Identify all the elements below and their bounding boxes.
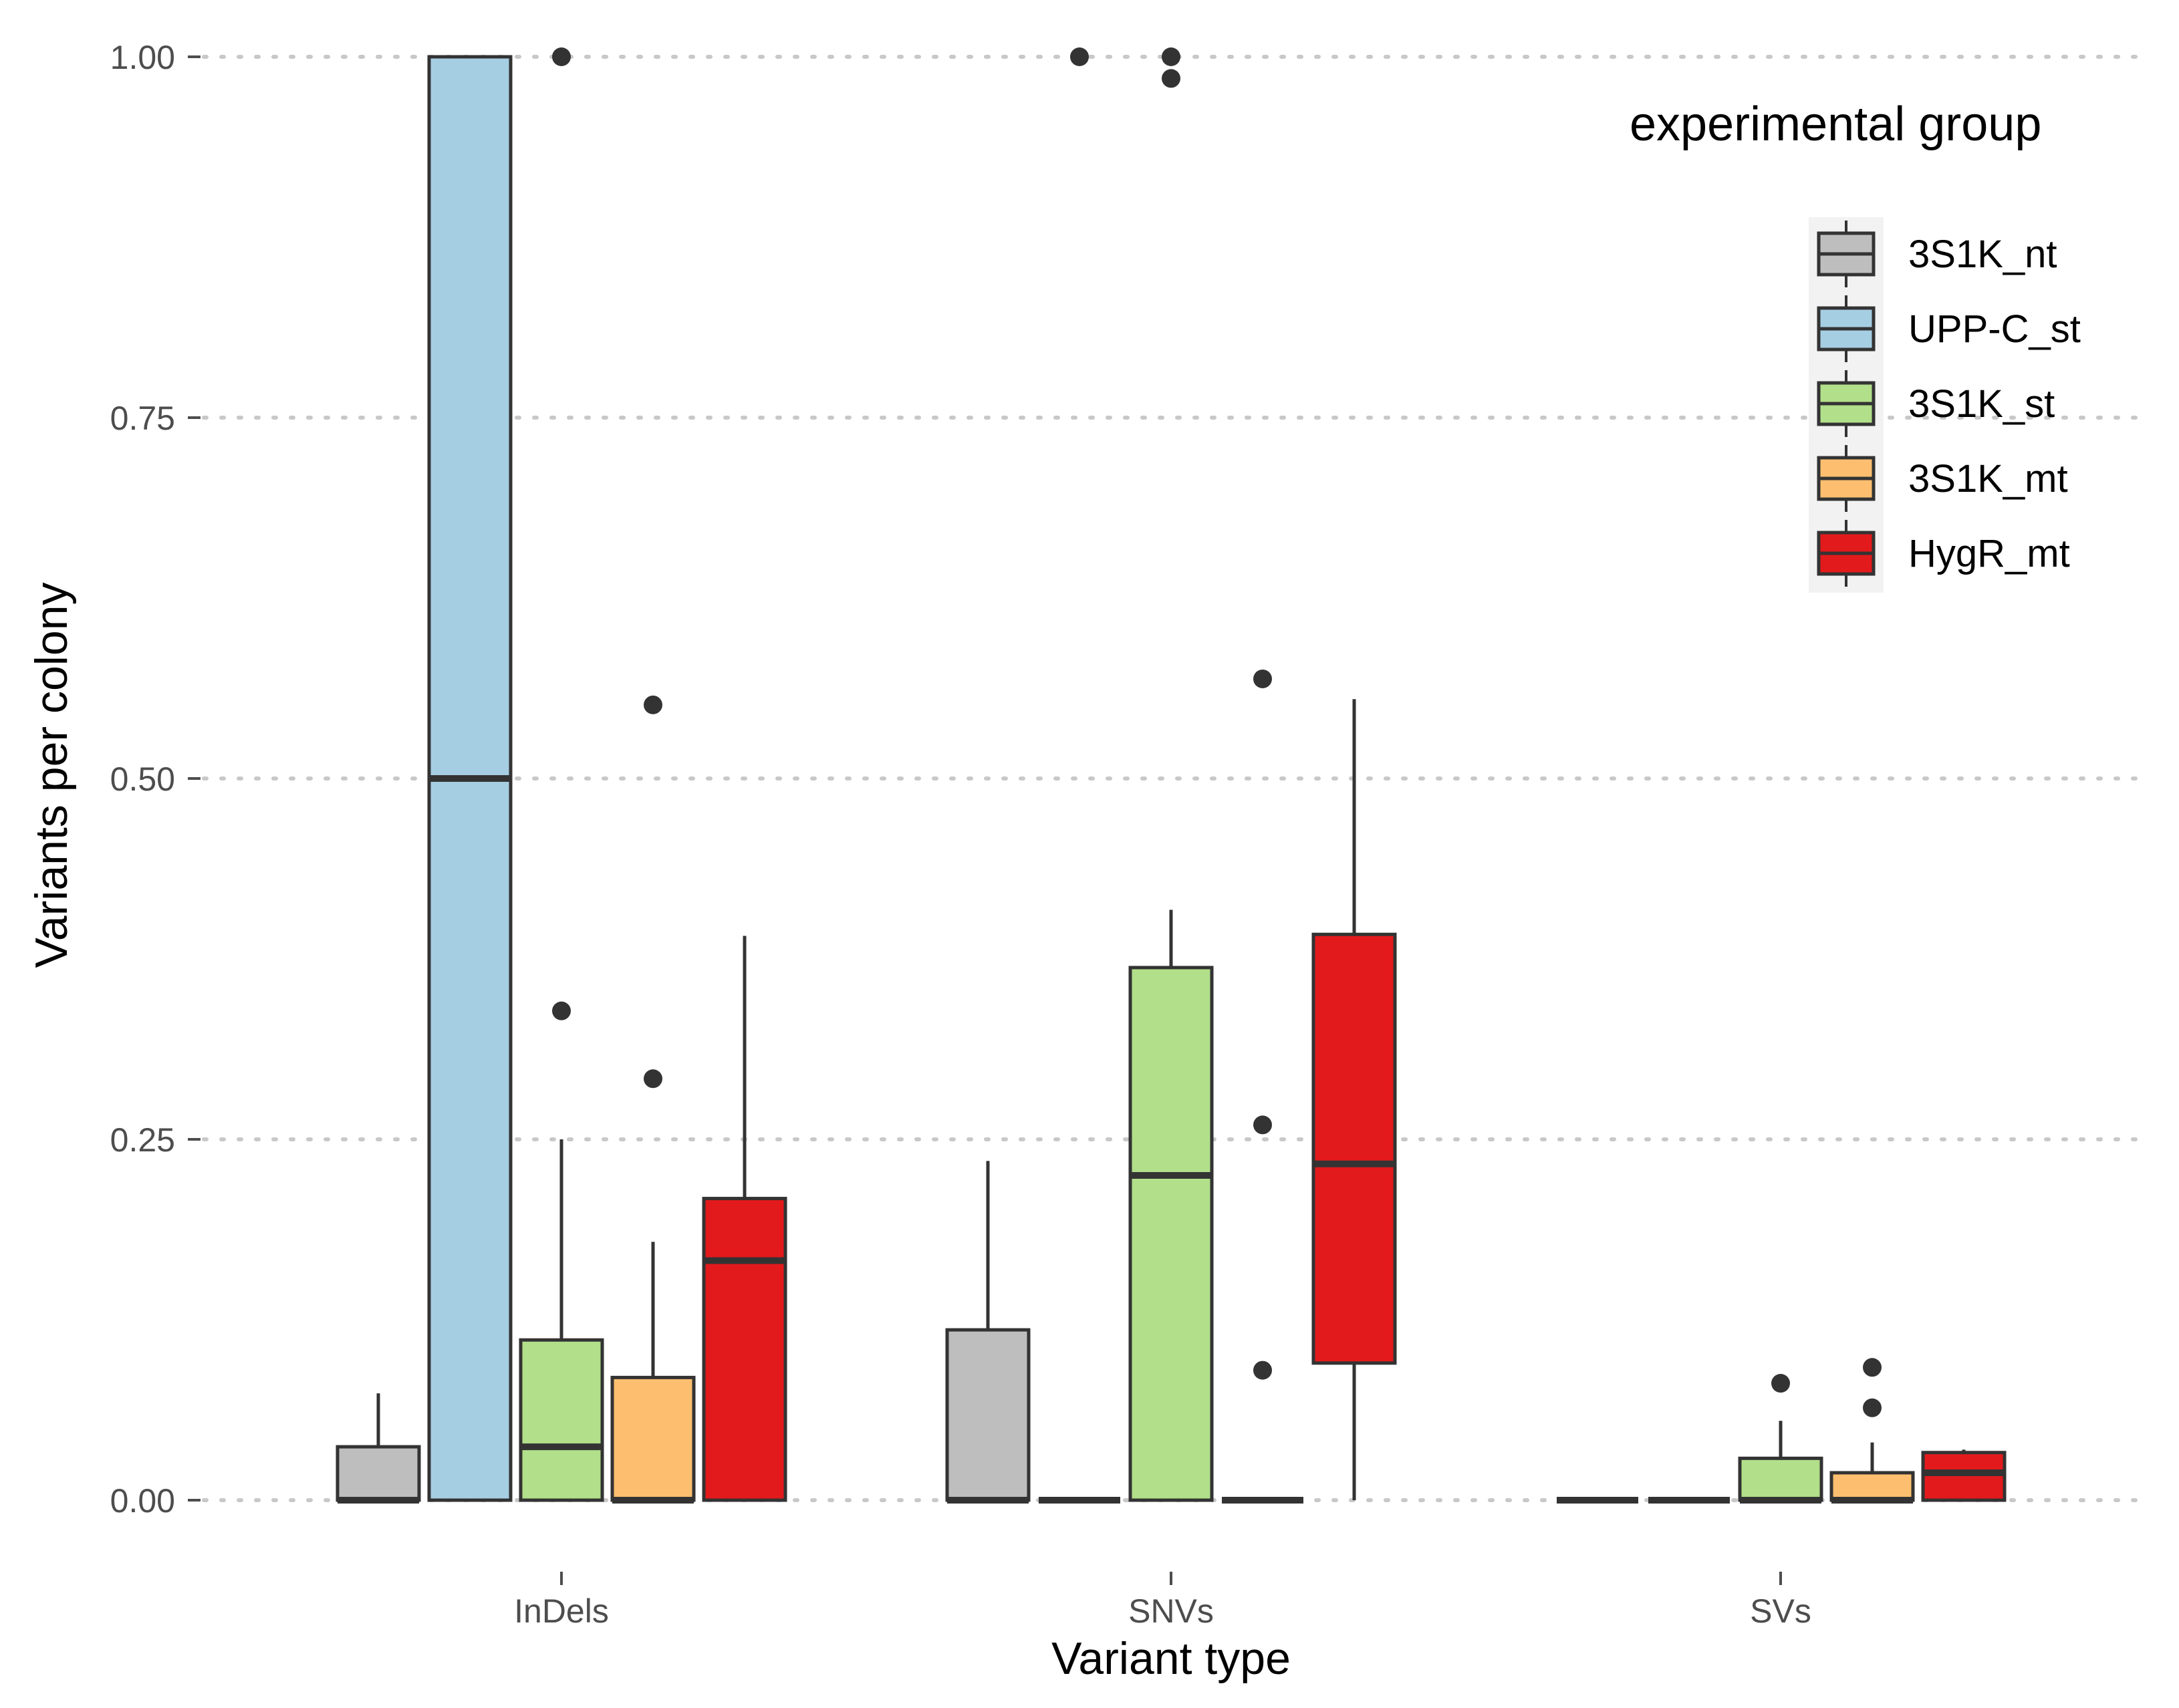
box-body [1311, 932, 1397, 1365]
box-3S1K_mt-InDels [610, 695, 696, 1504]
box-body [945, 1328, 1031, 1502]
outlier-point-0 [1070, 47, 1089, 66]
box-HygR_mt-SNVs [1311, 699, 1397, 1500]
box-HygR_mt-InDels [702, 936, 787, 1502]
legend-label: 3S1K_st [1908, 382, 2055, 426]
legend-items: 3S1K_nt UPP-C_st 3S1K_st 3S1K_mt HygR_mt [1817, 221, 2081, 587]
x-tick-label-snvs: SNVs [1128, 1592, 1214, 1630]
outlier-point-1 [552, 47, 571, 66]
y-tick-label-4: 1.00 [110, 39, 175, 76]
legend-label: HygR_mt [1908, 532, 2070, 575]
outlier-point-1 [1253, 1115, 1272, 1135]
outlier-point-1 [644, 695, 662, 714]
box-body [1128, 966, 1214, 1502]
legend-label: UPP-C_st [1908, 307, 2081, 351]
box-body [336, 1445, 421, 1502]
legend-item-3S1K_nt: 3S1K_nt [1817, 221, 2057, 287]
legend-item-HygR_mt: HygR_mt [1817, 520, 2070, 587]
legend: experimental group 3S1K_nt UPP-C_st 3S1K_s… [1630, 98, 2081, 593]
outlier-point-2 [1253, 669, 1272, 688]
x-axis: InDels SNVs SVs [514, 1572, 1811, 1630]
box-body [1738, 1456, 1823, 1502]
outlier-point-1 [1162, 47, 1180, 66]
box-body [1921, 1451, 2007, 1502]
x-tick-label-indels: InDels [514, 1592, 609, 1630]
box-UPP-C_st-InDels [427, 55, 513, 1502]
legend-item-3S1K_st: 3S1K_st [1817, 370, 2055, 437]
legend-label: 3S1K_mt [1908, 457, 2068, 501]
legend-item-3S1K_mt: 3S1K_mt [1817, 445, 2068, 512]
box-UPP-C_st-SNVs [1039, 47, 1120, 1504]
y-tick-label-2: 0.50 [110, 760, 175, 798]
legend-label: 3S1K_nt [1908, 233, 2057, 276]
outlier-point-0 [1162, 69, 1180, 88]
box-body [1829, 1471, 1915, 1502]
outlier-point-0 [1771, 1374, 1790, 1393]
y-tick-label-0: 0.00 [110, 1482, 175, 1520]
y-axis: 0.00 0.25 0.50 0.75 1.00 [110, 39, 201, 1520]
box-3S1K_st-SNVs [1128, 47, 1214, 1502]
legend-item-UPP-C_st: UPP-C_st [1817, 295, 2081, 362]
box-body [519, 1338, 604, 1502]
y-tick-label-3: 0.75 [110, 400, 175, 437]
box-HygR_mt-SVs [1921, 1449, 2007, 1502]
x-tick-label-svs: SVs [1750, 1592, 1811, 1630]
box-3S1K_st-SVs [1738, 1374, 1823, 1504]
outlier-point-0 [644, 1069, 662, 1089]
box-3S1K_st-InDels [519, 47, 604, 1502]
outlier-point-1 [1863, 1358, 1882, 1377]
box-3S1K_nt-InDels [336, 1393, 421, 1504]
box-3S1K_mt-SNVs [1222, 669, 1303, 1504]
plot-panel [336, 47, 2007, 1504]
box-body [610, 1375, 696, 1502]
y-tick-label-1: 0.25 [110, 1121, 175, 1159]
y-axis-title: Variants per colony [26, 582, 77, 968]
box-3S1K_mt-SVs [1829, 1358, 1915, 1504]
outlier-point-0 [1253, 1361, 1272, 1380]
legend-title: experimental group [1630, 98, 2041, 151]
box-3S1K_nt-SNVs [945, 1161, 1031, 1504]
outlier-point-0 [552, 1001, 571, 1020]
box-body [702, 1197, 787, 1502]
x-axis-title: Variant type [1051, 1633, 1291, 1684]
outlier-point-0 [1863, 1398, 1882, 1417]
